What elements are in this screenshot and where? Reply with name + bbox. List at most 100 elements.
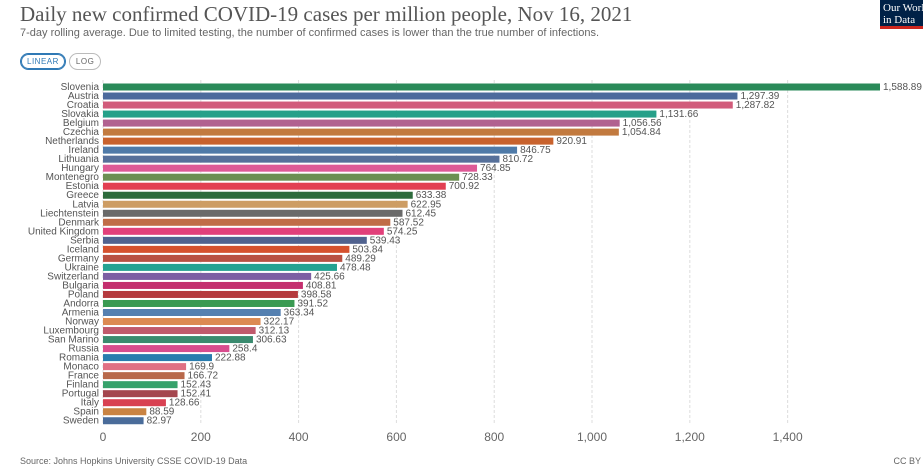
value-label: 728.33 xyxy=(462,172,493,183)
x-tick-label: 1,000 xyxy=(577,430,607,444)
bar-row: Armenia 363.34 xyxy=(62,308,315,319)
bar xyxy=(103,83,880,91)
bar-row: Poland 398.58 xyxy=(68,289,332,300)
gridlines xyxy=(102,80,789,425)
bar-row: Ukraine 478.48 xyxy=(65,262,371,273)
bar xyxy=(103,381,178,389)
value-label: 764.85 xyxy=(480,163,511,174)
bar-row: Iceland 503.84 xyxy=(67,244,384,255)
bar xyxy=(103,318,261,326)
value-label: 363.34 xyxy=(284,308,315,319)
country-label: Denmark xyxy=(58,217,100,228)
value-label: 82.97 xyxy=(147,416,172,427)
country-label: Luxembourg xyxy=(43,326,99,337)
bar-row: Lithuania 810.72 xyxy=(58,154,533,165)
value-label: 503.84 xyxy=(352,244,383,255)
x-tick-label: 400 xyxy=(289,430,309,444)
value-label: 920.91 xyxy=(556,136,587,147)
bar xyxy=(103,200,408,208)
country-label: Netherlands xyxy=(45,136,99,147)
country-label: Spain xyxy=(73,407,99,418)
bar xyxy=(103,245,350,253)
value-label: 539.43 xyxy=(370,235,401,246)
value-label: 489.29 xyxy=(345,253,376,264)
value-label: 425.66 xyxy=(314,271,345,282)
bar xyxy=(103,191,413,199)
country-label: Armenia xyxy=(62,308,100,319)
bar-row: Luxembourg 312.13 xyxy=(43,326,289,337)
country-label: Norway xyxy=(65,317,99,328)
value-label: 152.41 xyxy=(181,389,212,400)
logo-stripe xyxy=(880,26,923,29)
country-label: Germany xyxy=(58,253,99,264)
bar-row: United Kingdom 574.25 xyxy=(28,226,418,237)
bar-row: Finland 152.43 xyxy=(66,380,211,391)
country-label: Hungary xyxy=(61,163,99,174)
value-label: 312.13 xyxy=(259,326,290,337)
x-tick-label: 1,400 xyxy=(773,430,803,444)
country-label: Romania xyxy=(59,353,99,364)
country-label: Croatia xyxy=(67,100,100,111)
bar-row: Bulgaria 408.81 xyxy=(62,280,337,291)
country-label: Iceland xyxy=(67,244,99,255)
bar xyxy=(103,137,554,145)
value-label: 166.72 xyxy=(188,371,219,382)
log-scale-button[interactable]: LOG xyxy=(68,53,102,70)
country-label: Andorra xyxy=(63,298,99,309)
country-label: Latvia xyxy=(72,199,99,210)
value-label: 391.52 xyxy=(297,298,328,309)
bar-row: Spain 88.59 xyxy=(73,407,174,418)
linear-scale-button[interactable]: LINEAR xyxy=(20,53,66,70)
value-label: 612.45 xyxy=(406,208,437,219)
logo-line-2: in Data xyxy=(883,14,916,26)
bar-row: Italy 128.66 xyxy=(81,398,200,409)
bar-row: Denmark 587.52 xyxy=(58,217,424,228)
bar xyxy=(103,290,298,298)
logo-line-1: Our World xyxy=(883,2,923,14)
bar xyxy=(103,110,657,118)
bar-row: Sweden 82.97 xyxy=(63,416,172,427)
country-label: Sweden xyxy=(63,416,99,427)
bar xyxy=(103,299,295,307)
country-label: Estonia xyxy=(66,181,100,192)
owid-logo[interactable]: Our World in Data xyxy=(880,0,923,29)
bar xyxy=(103,281,303,289)
x-tick-label: 800 xyxy=(484,430,504,444)
bar xyxy=(103,146,518,154)
bar xyxy=(103,254,343,262)
x-tick-label: 0 xyxy=(100,430,107,444)
value-label: 169.9 xyxy=(189,362,214,373)
source-note[interactable]: Source: Johns Hopkins University CSSE CO… xyxy=(20,456,248,466)
country-label: Portugal xyxy=(62,389,99,400)
country-label: France xyxy=(68,371,100,382)
country-label: Bulgaria xyxy=(62,280,99,291)
value-label: 306.63 xyxy=(256,335,287,346)
country-label: United Kingdom xyxy=(28,226,99,237)
bar-row: Slovakia 1,131.66 xyxy=(61,109,699,120)
bar xyxy=(103,209,403,217)
bar xyxy=(103,218,391,226)
value-label: 88.59 xyxy=(149,407,174,418)
bar-row: Latvia 622.95 xyxy=(72,199,441,210)
country-label: Finland xyxy=(66,380,99,391)
bar-row: Portugal 152.41 xyxy=(62,389,212,400)
x-tick-label: 200 xyxy=(191,430,211,444)
license-link[interactable]: CC BY xyxy=(893,456,921,466)
country-label: Czechia xyxy=(63,127,100,138)
value-label: 478.48 xyxy=(340,262,371,273)
x-tick-label: 600 xyxy=(386,430,406,444)
bar xyxy=(103,345,230,353)
bar-row: Romania 222.88 xyxy=(59,353,246,364)
country-label: Lithuania xyxy=(58,154,99,165)
bar xyxy=(103,227,384,235)
value-label: 633.38 xyxy=(416,190,447,201)
country-label: Serbia xyxy=(70,235,99,246)
x-axis: 0 200 400 600 800 1,000 1,200 1,400 xyxy=(100,430,803,444)
bar xyxy=(103,336,253,344)
bar-row: Estonia 700.92 xyxy=(66,181,480,192)
bar xyxy=(103,164,478,172)
value-label: 408.81 xyxy=(306,280,337,291)
value-label: 1,297.39 xyxy=(740,91,779,102)
value-label: 128.66 xyxy=(169,398,200,409)
value-label: 1,056.56 xyxy=(623,118,662,129)
